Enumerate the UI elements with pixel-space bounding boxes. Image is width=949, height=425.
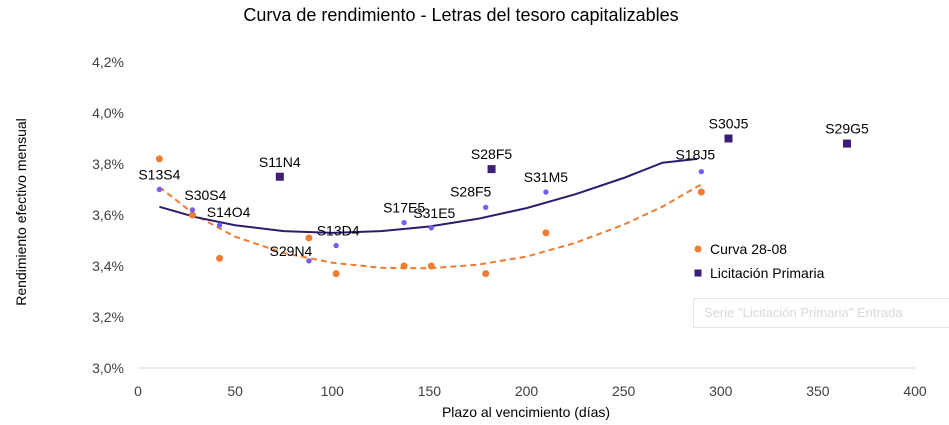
y-tick-label: 3,0% [92, 360, 124, 376]
y-tick-label: 3,6% [92, 207, 124, 223]
point-label: S13D4 [317, 223, 360, 239]
curva-point [542, 229, 550, 237]
licitacion-point [275, 172, 284, 181]
licitacion-fit-point [401, 219, 407, 226]
y-tick-label: 3,4% [92, 258, 124, 274]
point-label: S30J5 [709, 116, 749, 132]
point-label: S31E5 [413, 205, 455, 221]
curva-point [427, 262, 435, 270]
licitacion-fit-point [698, 168, 705, 175]
y-tick-label: 4,0% [92, 105, 124, 121]
y-axis-ticks: 3,0% 3,2% 3,4% 3,6% 3,8% 4,0% 4,2% [92, 54, 124, 376]
x-tick-label: 400 [903, 383, 927, 399]
trendline-licitacion [159, 157, 698, 234]
curva-point [697, 188, 705, 196]
licitacion-fit-point [216, 222, 223, 228]
curva-point [216, 254, 224, 262]
point-label: S18J5 [675, 147, 715, 163]
curva-point [482, 270, 490, 278]
data-marks [155, 134, 852, 278]
legend-label-licitacion: Licitación Primaria [710, 265, 825, 281]
legend-marker-curva [694, 245, 702, 253]
y-tick-label: 3,2% [92, 309, 124, 325]
x-tick-label: 100 [321, 383, 345, 399]
series-tooltip: Serie "Licitación Primaria" Entrada [693, 298, 949, 328]
point-label: S13S4 [138, 167, 180, 183]
x-tick-label: 300 [709, 383, 733, 399]
licitacion-fit-point [306, 258, 312, 264]
licitacion-fit-point [156, 186, 163, 193]
point-label: S29N4 [270, 243, 313, 259]
x-tick-label: 0 [134, 383, 142, 399]
point-label: S31M5 [524, 169, 569, 185]
x-axis-ticks: 0 50 100 150 200 250 300 350 400 [134, 383, 927, 399]
licitacion-fit-point [333, 242, 339, 249]
licitacion-fit-point [189, 207, 196, 213]
point-label: S11N4 [259, 154, 301, 170]
x-tick-label: 50 [227, 383, 243, 399]
curva-point [400, 262, 408, 270]
chart-title: Curva de rendimiento - Letras del tesoro… [243, 5, 678, 25]
point-label: S14O4 [207, 204, 251, 220]
point-label: S28F5 [471, 146, 512, 162]
point-label: S17E5 [383, 200, 425, 216]
y-tick-label: 4,2% [92, 54, 124, 70]
x-tick-label: 200 [515, 383, 539, 399]
y-axis-title: Rendimiento efectivo mensual [13, 118, 29, 306]
curva-point [305, 234, 313, 242]
legend-marker-licitacion [694, 269, 702, 277]
x-tick-label: 150 [418, 383, 442, 399]
licitacion-fit-point [428, 225, 435, 231]
licitacion-fit-point [543, 189, 549, 195]
curva-point [332, 270, 340, 278]
legend-label-curva: Curva 28-08 [710, 241, 787, 257]
point-label: S29G5 [825, 121, 869, 137]
x-tick-label: 350 [806, 383, 830, 399]
licitacion-point [487, 165, 496, 174]
legend: Curva 28-08 Licitación Primaria [694, 241, 825, 281]
licitacion-point [843, 139, 852, 148]
curva-point [155, 155, 163, 163]
curva-point [188, 211, 196, 219]
licitacion-point [724, 134, 733, 143]
point-label: S30S4 [184, 187, 226, 203]
x-axis-title: Plazo al vencimiento (días) [442, 404, 610, 420]
point-label: S28F5 [450, 183, 491, 199]
licitacion-fit-point [483, 204, 489, 211]
y-tick-label: 3,8% [92, 156, 124, 172]
trendline-curva [158, 183, 702, 270]
x-tick-label: 250 [612, 383, 636, 399]
